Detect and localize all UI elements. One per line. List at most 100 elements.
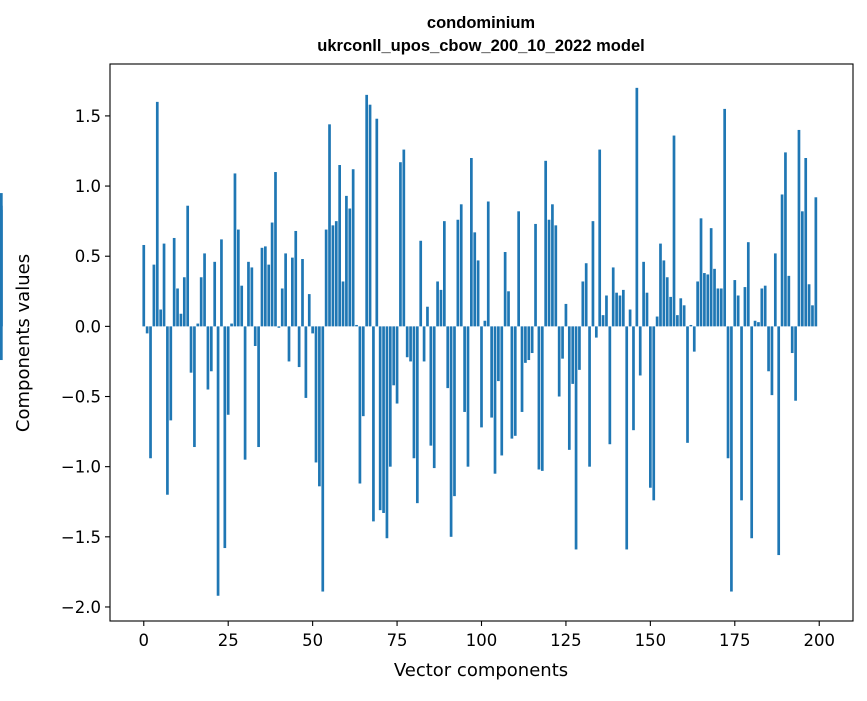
x-tick-label: 125 [550,631,582,650]
bar-187 [773,253,777,327]
bar-37 [267,264,271,327]
y-tick-label: 1.0 [75,177,101,196]
bar-136 [601,315,605,327]
bar-162 [689,324,693,327]
bar-120 [547,219,551,327]
bar-148 [642,261,645,327]
bar-171 [719,288,723,327]
bar-60 [345,195,348,327]
bar-50 [311,326,314,334]
bar-144 [628,309,632,327]
bar-65 [361,326,365,417]
bar-53 [321,326,325,592]
bar-11 [179,313,183,327]
bar-176 [736,295,740,327]
chart-subtitle: ukrconll_upos_cbow_200_10_2022 model [317,37,644,55]
bar-42 [284,253,287,327]
bar-121 [551,204,554,327]
bar-32 [250,267,254,327]
y-tick-label: 0.0 [75,317,101,336]
bar-131 [584,263,588,327]
bar-84 [426,306,429,327]
bar-159 [679,298,683,327]
bar-26 [230,323,233,327]
bar-153 [659,243,662,327]
bar-18 [203,253,206,327]
bar-76 [399,162,402,327]
bar-47 [301,259,304,327]
bar-24 [223,326,227,549]
bar-177 [740,326,743,501]
y-tick-label: −1.5 [61,528,101,547]
bar-151 [652,326,656,501]
bar-83 [422,326,426,362]
bar-undefined [0,209,3,327]
bar-94 [459,204,463,327]
bar-29 [240,285,244,327]
bar-undefined [0,326,3,361]
bar-34 [257,326,260,448]
bar-108 [507,291,510,327]
bar-103 [490,326,493,418]
bar-9 [172,237,176,327]
bar-140 [615,292,618,327]
bar-128 [574,326,578,550]
bar-129 [578,326,581,370]
bar-56 [331,225,335,327]
bar-123 [557,326,561,397]
x-tick-label: 175 [719,631,751,650]
bar-170 [716,288,720,327]
y-tick-label: −0.5 [61,388,101,407]
bar-25 [226,326,230,415]
bar-102 [486,201,490,327]
bar-80 [412,326,416,459]
bar-40 [277,326,281,328]
bar-82 [419,240,423,327]
bar-195 [800,211,804,327]
bar-191 [787,275,791,327]
bar-92 [453,326,456,497]
x-tick-label: 150 [635,631,667,650]
bar-15 [193,326,196,448]
bar-6 [162,243,166,327]
bar-183 [760,288,764,327]
y-tick-label: −2.0 [61,598,101,617]
bar-5 [159,309,163,327]
bar-96 [466,326,470,467]
bar-174 [730,326,733,592]
bar-173 [726,326,730,459]
bar-167 [706,274,710,327]
bar-106 [500,326,504,456]
bar-145 [632,326,635,431]
bar-85 [429,326,433,446]
bar-81 [415,326,419,504]
bar-182 [757,322,760,327]
bar-113 [524,326,527,363]
bar-68 [372,326,375,522]
bar-97 [470,158,473,327]
bar-158 [676,315,679,327]
bar-105 [497,326,500,382]
bar-166 [703,273,706,327]
bar-88 [439,289,443,327]
y-axis-label: Components values [13,254,34,432]
bar-101 [483,320,487,327]
bar-78 [405,326,409,358]
bar-138 [608,326,612,445]
bar-30 [243,326,247,460]
bar-193 [794,326,797,401]
x-tick-label: 25 [218,631,239,650]
bar-43 [287,326,291,362]
bar-75 [395,326,399,404]
bar-116 [534,223,537,327]
bar-95 [463,326,466,412]
y-tick-label: 0.5 [75,247,101,266]
bar-137 [605,295,608,327]
bar-118 [540,326,544,471]
bar-184 [763,285,767,327]
bar-20 [209,326,213,372]
bar-192 [790,326,794,354]
bar-189 [780,194,784,327]
